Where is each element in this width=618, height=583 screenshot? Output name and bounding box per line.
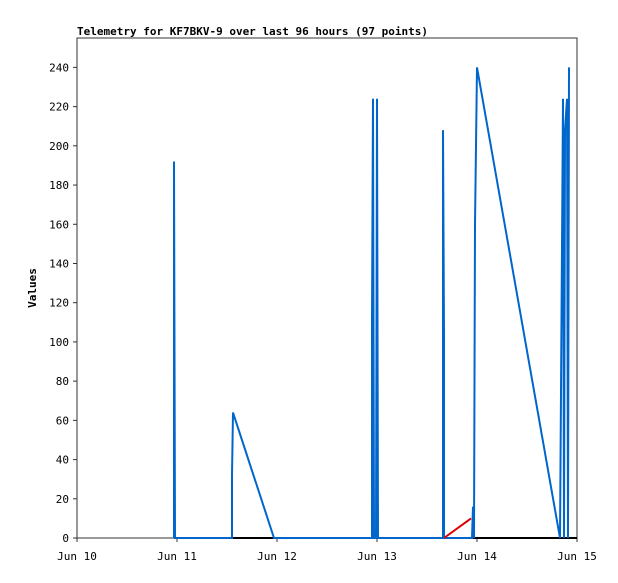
y-tick-label: 100 bbox=[49, 336, 69, 349]
x-tick-label: Jun 10 bbox=[57, 550, 97, 563]
y-tick-label: 20 bbox=[56, 493, 69, 506]
y-tick-label: 200 bbox=[49, 140, 69, 153]
chart-title: Telemetry for KF7BKV-9 over last 96 hour… bbox=[77, 25, 428, 38]
x-tick-label: Jun 14 bbox=[457, 550, 497, 563]
y-tick-label: 120 bbox=[49, 297, 69, 310]
x-tick-label: Jun 13 bbox=[357, 550, 397, 563]
y-tick-label: 60 bbox=[56, 414, 69, 427]
y-tick-label: 220 bbox=[49, 101, 69, 114]
series-line bbox=[173, 67, 570, 539]
x-tick-label: Jun 11 bbox=[157, 550, 197, 563]
series-line bbox=[443, 517, 472, 539]
y-tick-label: 40 bbox=[56, 454, 69, 467]
x-tick-label: Jun 12 bbox=[257, 550, 297, 563]
y-tick-label: 180 bbox=[49, 179, 69, 192]
y-tick-label: 0 bbox=[62, 532, 69, 545]
y-tick-label: 80 bbox=[56, 375, 69, 388]
y-tick-label: 140 bbox=[49, 257, 69, 270]
y-axis-label: Values bbox=[26, 268, 39, 308]
y-tick-label: 240 bbox=[49, 61, 69, 74]
x-tick-label: Jun 15 bbox=[557, 550, 597, 563]
y-tick-label: 160 bbox=[49, 218, 69, 231]
